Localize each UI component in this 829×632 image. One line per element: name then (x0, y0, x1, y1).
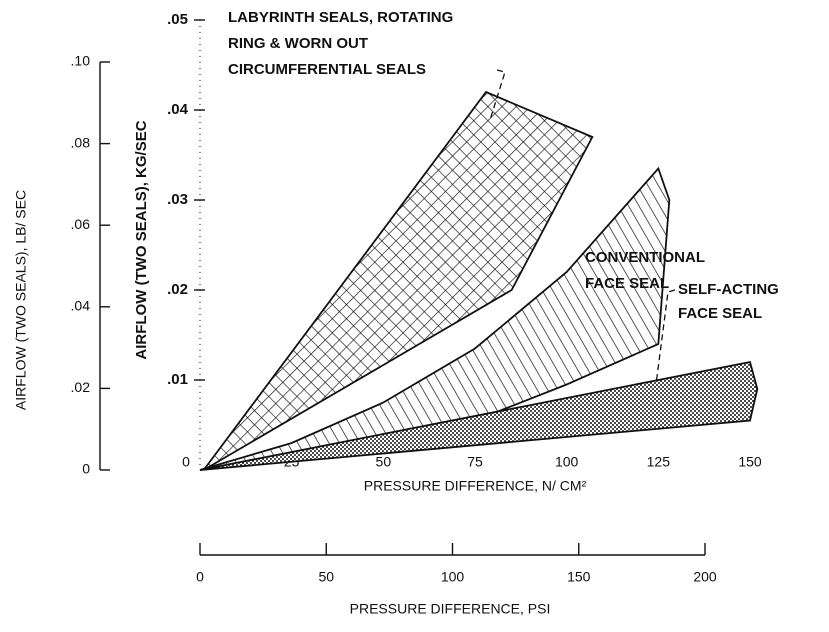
x2-tick-label: 150 (567, 569, 591, 585)
band-label: CONVENTIONAL (585, 249, 705, 266)
band-label: SELF-ACTING (678, 281, 779, 298)
y2-tick-label: .04 (71, 298, 91, 314)
band-label: FACE SEAL (585, 275, 669, 292)
band-label: LABYRINTH SEALS, ROTATING (228, 9, 453, 26)
x2-tick-label: 0 (196, 569, 204, 585)
x-axis-label: PRESSURE DIFFERENCE, N/ CM² (364, 478, 587, 494)
leader-line (654, 289, 676, 393)
y-tick-label: .01 (167, 371, 188, 388)
x2-tick-label: 50 (318, 569, 334, 585)
x2-axis-label: PRESSURE DIFFERENCE, PSI (350, 601, 551, 617)
x-tick-label: 75 (467, 454, 483, 470)
band-label: CIRCUMFERENTIAL SEALS (228, 61, 426, 78)
x-tick-label: 100 (555, 454, 579, 470)
band-label: RING & WORN OUT (228, 35, 368, 52)
x-tick-label: 125 (647, 454, 671, 470)
y2-tick-label: .08 (71, 134, 91, 150)
x2-tick-label: 100 (441, 569, 465, 585)
x-tick-label: 150 (738, 454, 762, 470)
x2-tick-label: 200 (693, 569, 717, 585)
y2-tick-label: .10 (71, 53, 91, 69)
band (199, 360, 759, 471)
y2-axis-label: AIRFLOW (TWO SEALS), LB/ SEC (13, 190, 29, 410)
band (202, 90, 594, 471)
y-tick-label: .05 (167, 11, 188, 28)
y2-tick-label: 0 (82, 461, 90, 477)
x-tick-label: 50 (376, 454, 392, 470)
y-axis-label: AIRFLOW (TWO SEALS), KG/SEC (133, 120, 150, 359)
y2-tick-label: .02 (71, 379, 91, 395)
y-tick-label: .02 (167, 281, 188, 298)
y2-tick-label: .06 (71, 216, 91, 232)
y-tick-label: .03 (167, 191, 188, 208)
y-tick-label: .04 (167, 101, 189, 118)
x-tick-label: 0 (182, 454, 190, 470)
band-label: FACE SEAL (678, 305, 762, 322)
